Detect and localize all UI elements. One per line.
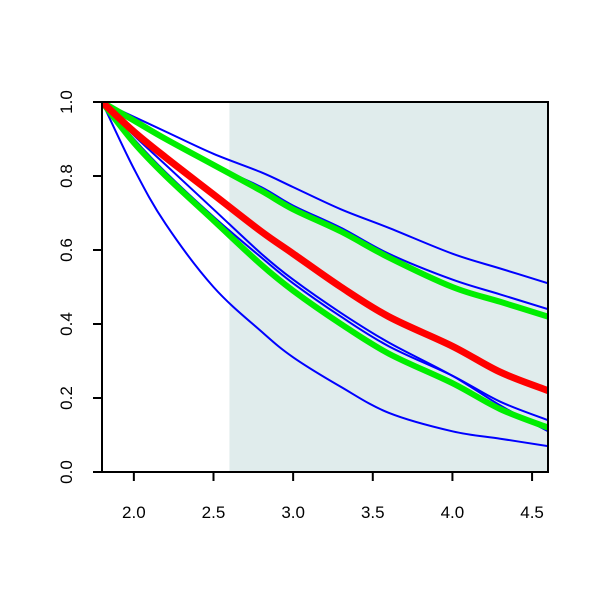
- x-axis: 2.0 2.5 3.0 3.5 4.0 4.5: [122, 471, 544, 522]
- y-tick-label: 0.4: [57, 312, 76, 336]
- x-tick-label: 3.0: [281, 503, 305, 522]
- x-tick-label: 2.0: [122, 503, 146, 522]
- y-tick-label: 0.0: [57, 460, 76, 484]
- y-tick-label: 0.6: [57, 238, 76, 262]
- series-line-5: [102, 102, 548, 448]
- x-tick-label: 3.5: [361, 503, 385, 522]
- series-line-7: [102, 102, 548, 431]
- y-tick-label: 0.2: [57, 386, 76, 410]
- series-line-6: [102, 102, 548, 320]
- series-line-8: [102, 102, 548, 395]
- series-line-4: [102, 102, 548, 433]
- x-tick-label: 4.0: [441, 503, 465, 522]
- shaded-region: [229, 102, 548, 472]
- y-tick-label: 1.0: [57, 90, 76, 114]
- series-line-1: [102, 102, 548, 285]
- series-layer: [102, 102, 548, 448]
- y-tick-label: 0.8: [57, 164, 76, 188]
- x-tick-label: 4.5: [520, 503, 544, 522]
- x-tick-label: 2.5: [202, 503, 226, 522]
- y-axis: 0.0 0.2 0.4 0.6 0.8 1.0: [57, 90, 103, 484]
